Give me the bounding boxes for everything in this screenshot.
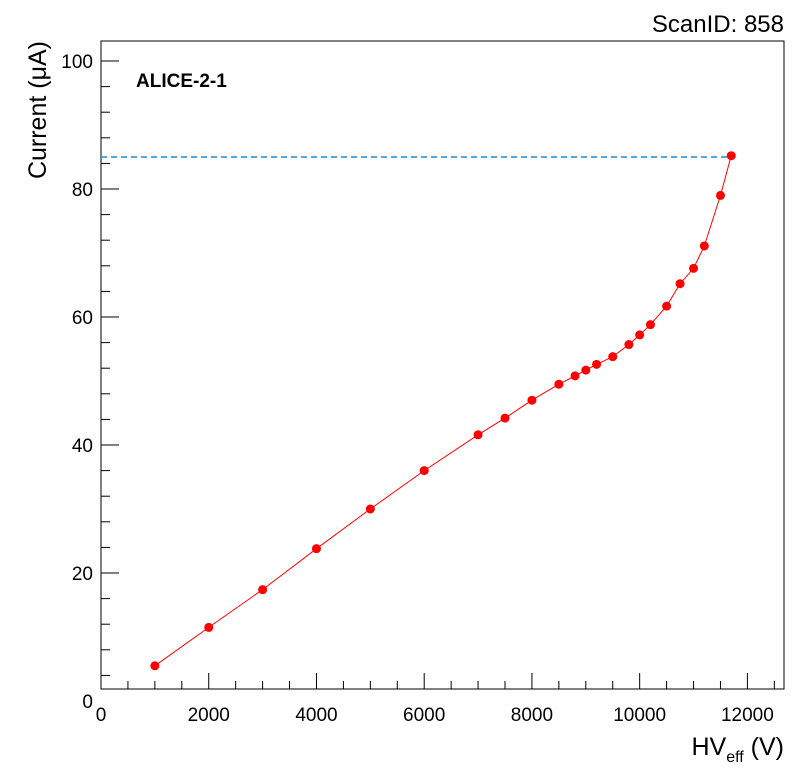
plot-frame: [100, 40, 785, 690]
data-point: [689, 263, 699, 273]
x-tick-label: 6000: [403, 705, 445, 726]
y-tick-label: 20: [72, 564, 93, 585]
x-axis-title-subscript: eff: [726, 749, 744, 766]
data-point: [150, 661, 160, 671]
data-point: [500, 413, 510, 423]
x-axis-title: HVeff (V): [691, 733, 784, 766]
data-point: [204, 622, 214, 632]
data-point: [608, 352, 618, 362]
data-point: [726, 151, 736, 161]
data-point: [258, 585, 268, 595]
data-point: [675, 279, 685, 289]
data-point: [419, 466, 429, 476]
y-tick-label: 60: [72, 308, 93, 329]
x-axis-title-space: [744, 733, 751, 761]
data-point: [645, 320, 655, 330]
x-tick-label: 0: [96, 705, 107, 726]
axis-ticks: [100, 60, 775, 689]
x-tick-label: 8000: [511, 705, 553, 726]
data-point: [527, 395, 537, 405]
data-point: [570, 371, 580, 381]
data-point: [635, 330, 645, 340]
x-tick-label: 12000: [721, 705, 774, 726]
x-tick-label: 2000: [188, 705, 230, 726]
y-tick-label: 0: [82, 692, 93, 713]
tick-labels: 0 2000 4000 6000 8000 10000 12000 0 20 40 60 80 100: [61, 52, 774, 726]
annotation-label: ALICE-2-1: [136, 71, 227, 92]
data-point: [311, 544, 321, 554]
x-tick-label: 10000: [613, 705, 666, 726]
x-tick-label: 4000: [295, 705, 337, 726]
y-tick-label: 100: [61, 52, 93, 73]
data-point: [662, 301, 672, 311]
data-point: [592, 359, 602, 369]
x-axis-title-main: HV: [691, 733, 726, 761]
data-point: [715, 190, 725, 200]
x-axis-title-unit: (V): [751, 733, 784, 761]
y-tick-label: 80: [72, 180, 93, 201]
y-axis-title: Current (μA): [24, 41, 52, 179]
series-line: [154, 155, 732, 667]
data-point: [699, 241, 709, 251]
scan-id-label: ScanID: 858: [652, 11, 784, 38]
y-tick-label: 40: [72, 436, 93, 457]
data-point: [624, 340, 634, 350]
data-point: [365, 504, 375, 514]
data-point: [581, 365, 591, 375]
data-point: [473, 430, 483, 440]
data-point: [554, 379, 564, 389]
data-points: [150, 151, 736, 671]
